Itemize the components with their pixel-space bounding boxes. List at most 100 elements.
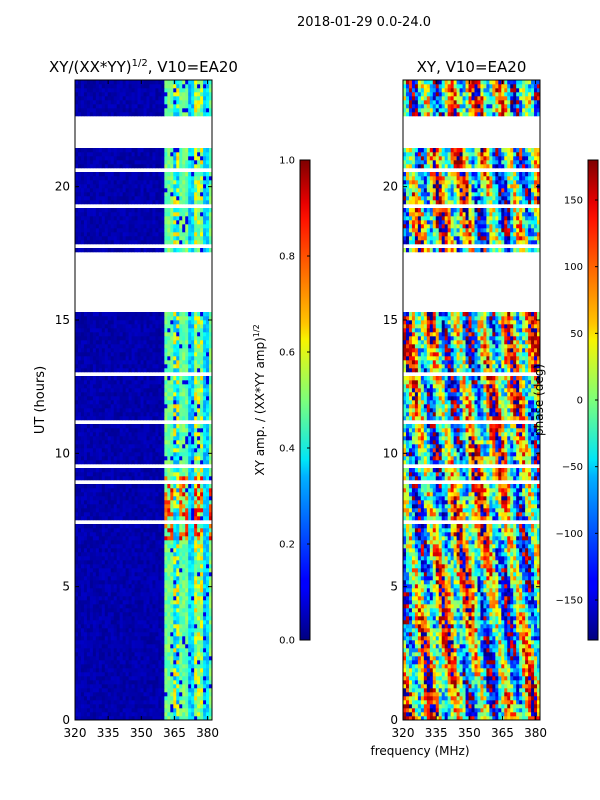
heatmap-cell xyxy=(86,608,91,613)
heatmap-cell xyxy=(104,440,109,445)
heatmap-cell xyxy=(146,416,150,421)
heatmap-cell xyxy=(155,492,159,497)
heatmap-cell xyxy=(98,376,103,381)
heatmap-cell xyxy=(86,212,91,217)
heatmap-cell xyxy=(185,436,189,441)
heatmap-cell xyxy=(191,460,195,465)
heatmap-cell xyxy=(134,336,138,341)
heatmap-cell xyxy=(179,536,183,541)
heatmap-cell xyxy=(173,604,177,609)
heatmap-cell xyxy=(194,324,198,329)
heatmap-cell xyxy=(155,512,159,517)
heatmap-cell xyxy=(197,684,201,689)
heatmap-cell xyxy=(194,636,198,641)
heatmap-cell xyxy=(113,600,118,605)
heatmap-cell xyxy=(89,352,94,357)
heatmap-cell xyxy=(194,404,198,409)
heatmap-cell xyxy=(125,664,130,669)
heatmap-cell xyxy=(203,504,207,509)
heatmap-cell xyxy=(179,232,183,237)
heatmap-cell xyxy=(188,228,192,233)
heatmap-cell xyxy=(194,632,198,637)
heatmap-cell xyxy=(146,336,150,341)
heatmap-cell xyxy=(191,684,195,689)
heatmap-cell xyxy=(194,532,198,537)
heatmap-cell xyxy=(164,680,168,685)
heatmap-cell xyxy=(209,584,212,589)
heatmap-cell xyxy=(140,572,144,577)
heatmap-cell xyxy=(152,532,156,537)
heatmap-cell xyxy=(182,716,186,720)
heatmap-cell xyxy=(113,436,118,441)
heatmap-cell xyxy=(170,592,174,597)
heatmap-cell xyxy=(116,684,121,689)
heatmap-cell xyxy=(119,348,124,353)
heatmap-cell xyxy=(122,484,127,489)
heatmap-cell xyxy=(134,640,138,645)
heatmap-cell xyxy=(83,212,88,217)
heatmap-cell xyxy=(200,348,204,353)
heatmap-cell xyxy=(137,248,141,253)
heatmap-cell xyxy=(158,436,162,441)
heatmap-cell xyxy=(116,688,121,693)
heatmap-cell xyxy=(200,232,204,237)
heatmap-cell xyxy=(89,716,94,720)
heatmap-cell xyxy=(179,368,183,373)
heatmap-cell xyxy=(170,412,174,417)
heatmap-cell xyxy=(161,384,165,389)
heatmap-cell xyxy=(131,504,135,509)
heatmap-cell xyxy=(107,484,112,489)
heatmap-cell xyxy=(197,360,201,365)
heatmap-cell xyxy=(209,232,212,237)
heatmap-cell xyxy=(167,628,171,633)
heatmap-cell xyxy=(209,556,212,561)
heatmap-cell xyxy=(164,572,168,577)
heatmap-cell xyxy=(164,316,168,321)
heatmap-cell xyxy=(152,460,156,465)
heatmap-cell xyxy=(104,556,109,561)
heatmap-cell xyxy=(98,528,103,533)
heatmap-cell xyxy=(113,488,118,493)
heatmap-cell xyxy=(119,572,124,577)
heatmap-cell xyxy=(143,400,147,405)
heatmap-cell xyxy=(203,596,207,601)
heatmap-cell xyxy=(128,216,132,221)
heatmap-cell xyxy=(152,700,156,705)
heatmap-cell xyxy=(140,672,144,677)
heatmap-cell xyxy=(206,696,210,701)
heatmap-cell xyxy=(101,544,106,549)
heatmap-cell xyxy=(83,196,88,201)
heatmap-cell xyxy=(191,540,195,545)
heatmap-cell xyxy=(203,416,207,421)
heatmap-cell xyxy=(188,544,192,549)
heatmap-cell xyxy=(140,368,144,373)
heatmap-cell xyxy=(194,364,198,369)
heatmap-cell xyxy=(137,572,141,577)
heatmap-cell xyxy=(125,600,130,605)
heatmap-cell xyxy=(116,444,121,449)
heatmap-cell xyxy=(128,692,132,697)
heatmap-cell xyxy=(128,400,132,405)
heatmap-cell xyxy=(116,376,121,381)
heatmap-cell xyxy=(158,380,162,385)
heatmap-cell xyxy=(182,324,186,329)
heatmap-cell xyxy=(194,212,198,217)
heatmap-cell xyxy=(176,316,180,321)
heatmap-cell xyxy=(167,488,171,493)
heatmap-cell xyxy=(194,596,198,601)
heatmap-cell xyxy=(101,500,106,505)
heatmap-cell xyxy=(206,408,210,413)
heatmap-cell xyxy=(209,568,212,573)
heatmap-cell xyxy=(110,400,115,405)
heatmap-cell xyxy=(179,436,183,441)
heatmap-cell xyxy=(179,692,183,697)
heatmap-cell xyxy=(110,496,115,501)
heatmap-cell xyxy=(89,384,94,389)
heatmap-cell xyxy=(164,668,168,673)
heatmap-cell xyxy=(116,392,121,397)
heatmap-cell xyxy=(110,608,115,613)
heatmap-cell xyxy=(113,432,118,437)
heatmap-cell xyxy=(203,224,207,229)
heatmap-cell xyxy=(209,240,212,245)
heatmap-cell xyxy=(209,536,212,541)
